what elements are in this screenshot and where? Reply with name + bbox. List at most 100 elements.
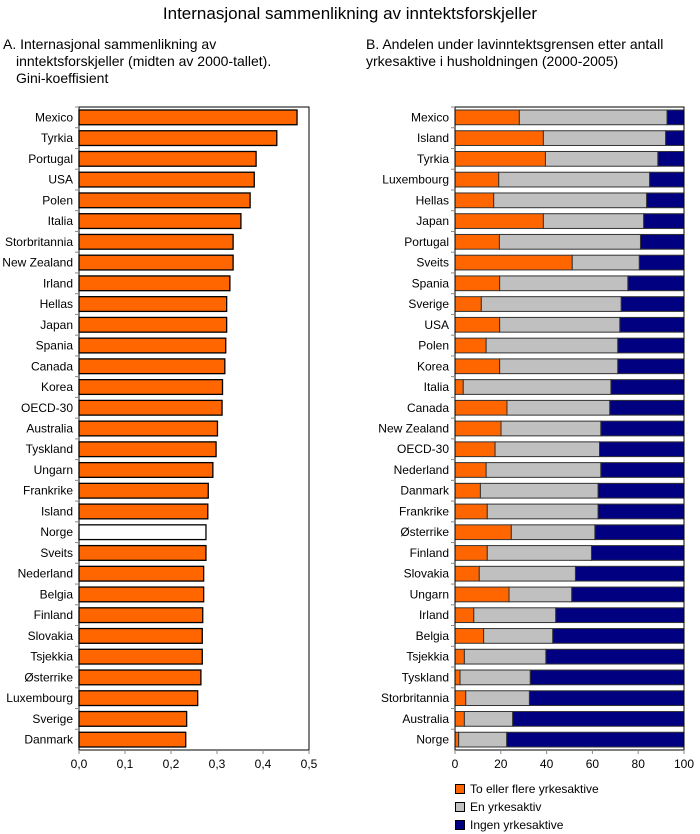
bar-segment: [493, 192, 648, 209]
bar-segment: [479, 482, 599, 499]
x-tick-label: 100: [674, 757, 694, 771]
bar: [78, 503, 209, 520]
category-label: OECD-30: [397, 442, 449, 456]
x-tick-label: 0,4: [255, 757, 272, 771]
bar-segment: [454, 462, 487, 478]
bar-segment: [454, 379, 464, 395]
bar: [78, 233, 234, 250]
bar-segment: [638, 254, 685, 271]
bar-segment: [571, 254, 640, 271]
bar-segment: [510, 524, 596, 541]
plot-frame: [78, 106, 310, 751]
category-label: Belgia: [40, 587, 74, 601]
bar: [78, 275, 231, 292]
bar-segment: [512, 711, 685, 727]
category-label: Polen: [42, 193, 73, 207]
category-label: Korea: [41, 380, 73, 394]
category-label: Spania: [412, 276, 450, 290]
bar-segment: [600, 462, 685, 478]
bar-segment: [485, 337, 619, 354]
category-label: Norge: [40, 525, 73, 539]
category-label: Japan: [416, 214, 449, 228]
bar-segment: [542, 130, 667, 146]
category-label: Luxembourg: [6, 691, 73, 705]
bar-segment: [620, 296, 685, 312]
bar-segment: [454, 482, 481, 499]
bar-segment: [665, 130, 685, 146]
chart-b-title: B. Andelen under lavinntektsgrensen ette…: [366, 36, 700, 70]
bar-segment: [610, 379, 685, 395]
bar-segment: [542, 213, 645, 229]
bar: [78, 586, 205, 603]
bar: [78, 358, 226, 375]
bar-segment: [454, 337, 487, 354]
x-tick-label: 0,2: [163, 757, 180, 771]
bar-segment: [454, 213, 544, 229]
bar-segment: [454, 254, 573, 271]
bar-segment: [666, 109, 685, 126]
category-label: Italia: [48, 214, 74, 228]
bar-segment: [454, 586, 510, 603]
bar-segment: [454, 669, 461, 686]
x-tick-label: 0,1: [117, 757, 134, 771]
bar-segment: [518, 109, 668, 126]
bar-segment: [594, 524, 685, 541]
bar-segment: [463, 711, 514, 727]
bar-segment: [506, 399, 611, 416]
chart-a-gini: Mexico Tyrkia Portugal USA Polen Italia Storbr…: [2, 106, 318, 771]
category-label: Finland: [34, 608, 73, 622]
bar-segment: [529, 669, 685, 686]
bar-segment: [499, 275, 629, 292]
bar: [78, 150, 257, 167]
bar-segment: [643, 213, 685, 229]
category-label: Sveits: [40, 546, 73, 560]
bar: [78, 607, 204, 624]
category-label: Tsjekkia: [30, 650, 73, 664]
bar: [78, 192, 251, 209]
x-tick-label: 80: [632, 757, 646, 771]
x-tick-label: 0: [452, 757, 459, 771]
bar-segment: [506, 731, 685, 748]
bar-segment: [609, 399, 685, 416]
chart-b-title-line-2: yrkesaktive i husholdningen (2000-2005): [366, 53, 619, 69]
category-label: Slovakia: [404, 567, 450, 581]
category-label: Canada: [407, 401, 449, 415]
category-label: Island: [417, 131, 449, 145]
bar-segment: [454, 233, 500, 250]
bar-segment: [454, 648, 465, 665]
bar-segment: [494, 441, 600, 458]
bar: [78, 524, 207, 541]
category-label: Luxembourg: [382, 173, 449, 187]
bar-segment: [552, 628, 685, 644]
figure-title: Internasjonal sammenlikning av inntektsf…: [162, 4, 538, 23]
category-label: Danmark: [400, 484, 450, 498]
bar-segment: [646, 192, 685, 209]
bar: [78, 710, 188, 727]
category-label: USA: [424, 318, 449, 332]
chart-b-title-line-1: B. Andelen under lavinntektsgrensen ette…: [366, 36, 664, 52]
bar-segment: [454, 731, 460, 748]
bar-segment: [454, 109, 520, 126]
category-label: Tyskland: [26, 442, 73, 456]
bar-segment: [454, 524, 512, 541]
category-label: Hellas: [40, 297, 73, 311]
category-label: Irland: [419, 608, 449, 622]
bar-segment: [478, 565, 576, 582]
bar: [78, 337, 227, 354]
bar-segment: [454, 565, 480, 582]
bar-segment: [454, 130, 544, 146]
bar: [78, 378, 224, 396]
bar-segment: [454, 150, 546, 167]
bar-segment: [571, 586, 685, 603]
bar: [78, 731, 187, 748]
bar-segment: [454, 316, 501, 333]
chart-b-legend: To eller flere yrkesaktive En yrkesaktiv…: [455, 780, 599, 834]
bar-segment: [458, 731, 508, 748]
bar: [78, 420, 219, 437]
bar-segment: [498, 171, 651, 188]
category-label: Belgia: [416, 629, 450, 643]
category-label: Italia: [424, 380, 450, 394]
bar: [78, 130, 278, 147]
category-label: Polen: [418, 339, 449, 353]
